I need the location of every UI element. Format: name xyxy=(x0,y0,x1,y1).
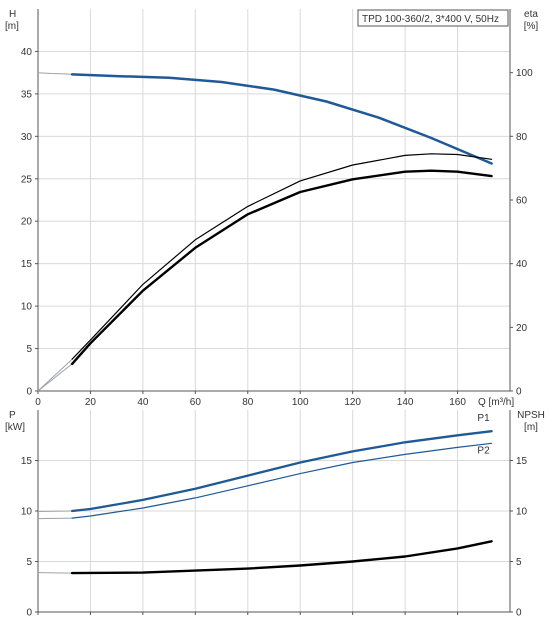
y-tick-label-left: 5 xyxy=(26,557,32,568)
y-tick-label-right: 100 xyxy=(516,68,533,79)
y-tick-label-left: 10 xyxy=(21,302,33,313)
y-axis-label-right-unit: [%] xyxy=(524,21,539,32)
y-tick-label-left: 5 xyxy=(26,344,32,355)
y-tick-label-left: 10 xyxy=(21,507,33,518)
y-tick-label-right: 40 xyxy=(516,259,528,270)
y-tick-label-right: 20 xyxy=(516,323,528,334)
chart-title: TPD 100-360/2, 3*400 V, 50Hz xyxy=(362,14,499,25)
series-extension-npsh xyxy=(37,572,73,574)
x-tick-label: 0 xyxy=(35,397,41,408)
y-tick-label-right: 5 xyxy=(516,557,522,568)
y-tick-label-left: 35 xyxy=(21,89,33,100)
y-tick-label-left: 30 xyxy=(21,132,33,143)
series-line-eta-lower xyxy=(70,169,493,366)
y-tick-label-left: 20 xyxy=(21,217,33,228)
series-extension-eta-upper xyxy=(37,358,73,392)
y-axis-label-right-name: eta xyxy=(524,9,538,20)
y-tick-label-right: 10 xyxy=(516,507,528,518)
series-label-P2: P2 xyxy=(477,445,490,456)
y-tick-label-right: 0 xyxy=(516,608,522,619)
x-tick-label: 100 xyxy=(292,397,309,408)
chart-title-box xyxy=(357,9,509,27)
y-axis-label-right-unit: [m] xyxy=(524,422,538,433)
y-axis-label-left-unit: [kW] xyxy=(5,422,25,433)
series-label-P1: P1 xyxy=(477,413,490,424)
series-extension-P1 xyxy=(37,510,73,512)
series-extension-eta-lower xyxy=(37,363,73,392)
x-tick-label: 20 xyxy=(85,397,97,408)
series-line-eta-upper xyxy=(71,153,493,360)
x-tick-label: 140 xyxy=(397,397,414,408)
y-tick-label-right: 80 xyxy=(516,132,528,143)
x-tick-label: 160 xyxy=(449,397,466,408)
x-tick-label: 40 xyxy=(137,397,149,408)
y-axis-label-left-name: P xyxy=(9,410,16,421)
series-line-npsh xyxy=(70,540,493,575)
series-line-P2 xyxy=(71,442,493,519)
y-tick-label-right: 60 xyxy=(516,196,528,207)
x-tick-label: 60 xyxy=(190,397,202,408)
y-tick-label-left: 40 xyxy=(21,47,33,58)
y-tick-label-left: 25 xyxy=(21,174,33,185)
y-axis-label-left-name: H xyxy=(9,9,16,20)
x-axis-label: Q [m³/h] xyxy=(478,397,514,408)
y-axis-label-left-unit: [m] xyxy=(5,21,19,32)
y-tick-label-right: 15 xyxy=(516,456,528,467)
y-tick-label-left: 0 xyxy=(26,387,32,398)
y-tick-label-left: 0 xyxy=(26,608,32,619)
y-tick-label-left: 15 xyxy=(21,259,33,270)
series-line-P1 xyxy=(70,430,493,513)
series-line-head xyxy=(70,73,493,165)
y-tick-label-left: 15 xyxy=(21,456,33,467)
y-tick-label-right: 0 xyxy=(516,387,522,398)
y-axis-label-right-name: NPSH xyxy=(517,410,545,421)
series-extension-head xyxy=(37,72,73,75)
x-tick-label: 120 xyxy=(344,397,361,408)
x-tick-label: 80 xyxy=(242,397,254,408)
series-extension-P2 xyxy=(37,517,73,520)
